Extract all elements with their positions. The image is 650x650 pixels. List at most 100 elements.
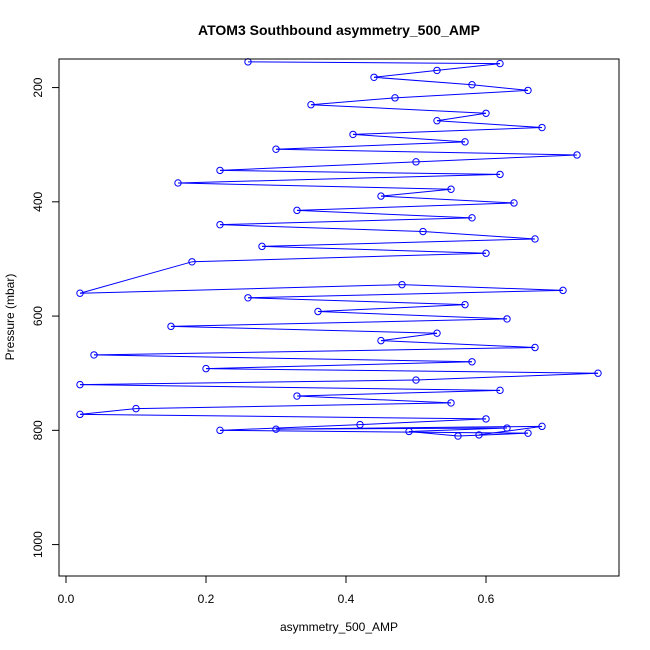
series-line-segment (177, 173, 501, 184)
series-line-segment (93, 354, 473, 363)
series-line-segment (79, 408, 137, 415)
data-point (496, 386, 504, 395)
data-point (76, 380, 84, 389)
series-line-segment (296, 202, 515, 211)
series-line-segment (79, 284, 403, 294)
data-point (412, 376, 420, 384)
data-point (524, 86, 532, 95)
data-point (398, 280, 406, 289)
series-line-segment (79, 379, 417, 386)
data-point (258, 242, 266, 251)
series-line-segment (261, 238, 536, 247)
x-tick-label: 0.2 (198, 592, 215, 606)
data-point (538, 422, 546, 431)
series-line-segment (79, 413, 487, 420)
series-line-segment (296, 389, 501, 397)
series-line-segment (380, 332, 438, 342)
data-point (370, 73, 378, 81)
series-line-segment (275, 148, 578, 156)
data-point (538, 123, 546, 132)
data-point (293, 392, 301, 400)
data-point (454, 432, 462, 440)
data-point (468, 81, 476, 89)
y-axis: 200 400 600 800 1000 (31, 77, 59, 558)
data-point (594, 369, 602, 377)
y-tick-label: 800 (31, 420, 45, 440)
data-point (510, 199, 518, 207)
series-line-segment (436, 120, 543, 129)
series-line-segment (380, 195, 515, 204)
data-point (496, 59, 504, 68)
data-point (433, 116, 441, 125)
series-line-segment (247, 297, 466, 306)
data-point (447, 399, 455, 407)
data-point (573, 151, 581, 159)
series-line-segment (219, 224, 424, 233)
data-point (391, 94, 399, 102)
series-line-segment (205, 368, 599, 374)
data-point (377, 336, 385, 345)
data-point (314, 307, 322, 316)
data-point (167, 322, 175, 331)
plot-frame (58, 58, 620, 577)
data-point (468, 358, 476, 366)
series-line-segment (296, 209, 473, 219)
data-point (468, 214, 476, 222)
series-line-segment (352, 133, 466, 143)
data-point (447, 185, 455, 193)
y-tick-label: 200 (31, 77, 45, 97)
x-tick-label: 0.0 (58, 592, 75, 606)
data-point (216, 426, 224, 435)
series-line-segment (471, 84, 529, 91)
series-line-segment (219, 217, 473, 226)
data-point (496, 170, 504, 179)
data-point (559, 286, 567, 295)
data-point (482, 415, 490, 423)
series-line-segment (135, 402, 452, 410)
series-line-segment (478, 425, 543, 436)
y-axis-label: Pressure (mbar) (3, 274, 17, 361)
data-marks (76, 58, 602, 440)
series-line-segment (394, 89, 529, 99)
data-point (461, 138, 469, 146)
data-point (482, 109, 490, 117)
series-line-segment (359, 418, 487, 426)
x-tick-label: 0.6 (478, 592, 495, 606)
x-axis-label: asymmetry_500_AMP (280, 620, 398, 634)
data-point (90, 351, 98, 359)
data-point (531, 235, 539, 243)
series-line-segment (296, 395, 452, 404)
chart-title: ATOM3 Southbound asymmetry_500_AMP (198, 22, 480, 38)
data-point (244, 294, 252, 302)
series-line-segment (436, 63, 501, 71)
series-line-segment (93, 346, 536, 356)
x-tick-label: 0.4 (338, 592, 355, 606)
series-line-segment (380, 340, 536, 348)
series-line-segment (352, 127, 543, 135)
series-line-segment (380, 188, 452, 197)
series-line-segment (219, 161, 417, 171)
data-point (132, 404, 140, 413)
data-point (307, 101, 315, 109)
series-line-segment (177, 182, 452, 190)
data-point (531, 343, 539, 352)
series-line-segment (247, 61, 501, 65)
y-tick-label: 400 (31, 191, 45, 211)
series-line-segment (373, 69, 438, 78)
data-point (174, 179, 182, 187)
data-point (356, 420, 364, 429)
data-point (76, 289, 84, 297)
data-point (524, 429, 532, 437)
data-point (188, 258, 196, 266)
series-line-segment (79, 384, 501, 391)
series-line-segment (317, 304, 466, 313)
series-line-segment (457, 432, 529, 437)
data-point (293, 206, 301, 215)
series-line-segment (275, 425, 543, 430)
series-line-segment (219, 424, 361, 431)
series-line-segment (373, 76, 473, 86)
data-point (461, 300, 469, 309)
data-point (76, 410, 84, 419)
series-line-segment (170, 325, 438, 334)
